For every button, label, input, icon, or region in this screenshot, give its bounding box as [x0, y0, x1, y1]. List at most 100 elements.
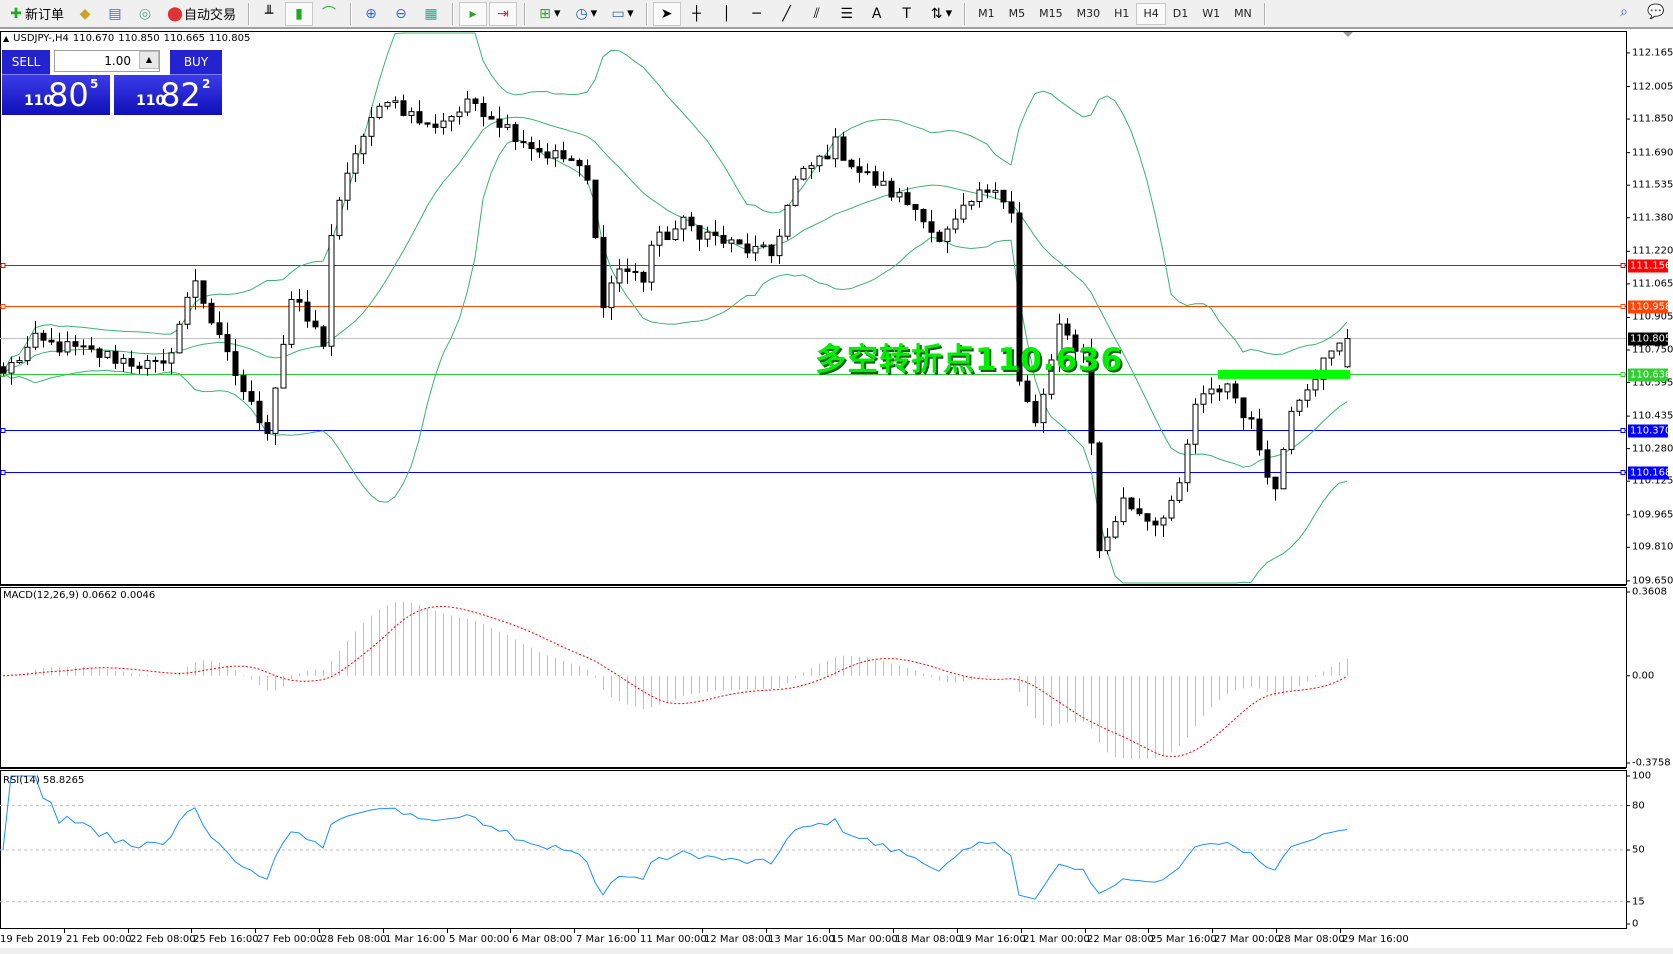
- candle[interactable]: [1000, 189, 1007, 210]
- candle[interactable]: [1344, 328, 1351, 368]
- candle[interactable]: [568, 155, 575, 162]
- candle[interactable]: [224, 322, 231, 361]
- candle[interactable]: [120, 353, 127, 373]
- candle[interactable]: [392, 96, 399, 109]
- candle[interactable]: [1008, 190, 1015, 223]
- candle[interactable]: [888, 177, 895, 201]
- candle[interactable]: [336, 196, 343, 240]
- timeframe-h4[interactable]: H4: [1136, 2, 1166, 25]
- candle[interactable]: [264, 414, 271, 441]
- candle[interactable]: [232, 339, 239, 386]
- candle[interactable]: [608, 275, 615, 320]
- candle[interactable]: [168, 347, 175, 375]
- candle[interactable]: [528, 136, 535, 161]
- line-chart-button[interactable]: ⌒: [315, 2, 343, 26]
- candle[interactable]: [768, 244, 775, 264]
- candle[interactable]: [1040, 388, 1047, 433]
- candle[interactable]: [1112, 515, 1119, 539]
- lot-increase-button[interactable]: ▲: [139, 51, 159, 69]
- candle[interactable]: [584, 159, 591, 185]
- candle[interactable]: [72, 335, 79, 356]
- auto-scroll-button[interactable]: ▸: [459, 1, 488, 26]
- chat-icon[interactable]: 💬: [1647, 4, 1665, 20]
- bar-chart-button[interactable]: ╨: [255, 2, 283, 26]
- candle[interactable]: [928, 209, 935, 243]
- candle[interactable]: [88, 337, 95, 353]
- candle[interactable]: [144, 354, 151, 376]
- candle[interactable]: [552, 144, 559, 167]
- text-button[interactable]: A: [863, 2, 891, 26]
- candle[interactable]: [904, 187, 911, 206]
- indicators-button[interactable]: ⊞ ▾: [531, 2, 566, 26]
- candle[interactable]: [592, 179, 599, 239]
- candle[interactable]: [992, 182, 999, 200]
- candle[interactable]: [664, 226, 671, 241]
- candle[interactable]: [920, 208, 927, 229]
- candle[interactable]: [176, 320, 183, 354]
- candle[interactable]: [616, 258, 623, 293]
- candle[interactable]: [1160, 515, 1167, 538]
- trendline-button[interactable]: ╱: [773, 2, 801, 26]
- candle[interactable]: [496, 106, 503, 138]
- sell-price[interactable]: 110 80 5: [2, 75, 110, 115]
- candle[interactable]: [192, 269, 199, 310]
- candle[interactable]: [560, 141, 567, 163]
- candle[interactable]: [384, 101, 391, 110]
- candle[interactable]: [304, 290, 311, 328]
- zoom-out-button[interactable]: ⊖: [387, 2, 415, 26]
- signals-button[interactable]: ◎: [131, 2, 159, 26]
- candle[interactable]: [864, 163, 871, 176]
- pivot-marker-bar[interactable]: [1218, 369, 1350, 379]
- collapse-triangle-icon[interactable]: ▲: [3, 34, 10, 43]
- candle[interactable]: [952, 209, 959, 234]
- chart-shift-marker[interactable]: [1343, 32, 1353, 37]
- line-anchor[interactable]: [0, 428, 6, 433]
- candle[interactable]: [944, 226, 951, 254]
- candle[interactable]: [968, 200, 975, 210]
- candle[interactable]: [1240, 397, 1247, 430]
- candle[interactable]: [800, 166, 807, 181]
- candle[interactable]: [1056, 313, 1063, 373]
- candle[interactable]: [728, 237, 735, 253]
- market-watch-button[interactable]: ◆: [71, 2, 99, 26]
- candle[interactable]: [816, 154, 823, 172]
- candle[interactable]: [480, 96, 487, 127]
- candle[interactable]: [216, 311, 223, 339]
- new-order-button[interactable]: ✚ 新订单: [2, 2, 69, 26]
- candle[interactable]: [1328, 350, 1335, 366]
- tile-windows-button[interactable]: ▦: [417, 2, 445, 26]
- timeframe-d1[interactable]: D1: [1172, 6, 1189, 20]
- line-anchor[interactable]: [1620, 372, 1626, 377]
- candle[interactable]: [32, 320, 39, 351]
- candle[interactable]: [1224, 382, 1231, 400]
- candle[interactable]: [840, 131, 847, 161]
- candle[interactable]: [672, 220, 679, 242]
- line-anchor[interactable]: [1620, 428, 1626, 433]
- crosshair-button[interactable]: ┼: [683, 2, 711, 26]
- candle[interactable]: [752, 235, 759, 262]
- candle[interactable]: [736, 239, 743, 245]
- timeframe-mn[interactable]: MN: [1234, 6, 1252, 20]
- timeframe-m30[interactable]: M30: [1076, 6, 1101, 20]
- candle[interactable]: [1064, 317, 1071, 340]
- candle[interactable]: [440, 113, 447, 135]
- periods-button[interactable]: ◷ ▾: [568, 2, 603, 26]
- candle[interactable]: [488, 111, 495, 120]
- candle[interactable]: [240, 369, 247, 401]
- candle[interactable]: [424, 122, 431, 128]
- buy-price[interactable]: 110 82 2: [114, 75, 222, 115]
- candle[interactable]: [744, 233, 751, 259]
- candle[interactable]: [776, 229, 783, 264]
- candle[interactable]: [680, 215, 687, 242]
- candle[interactable]: [656, 225, 663, 257]
- candle[interactable]: [368, 107, 375, 146]
- candle[interactable]: [1176, 477, 1183, 504]
- timeframe-m15[interactable]: M15: [1039, 6, 1063, 20]
- candle[interactable]: [1072, 329, 1079, 362]
- candle[interactable]: [24, 336, 31, 366]
- candle[interactable]: [1016, 202, 1023, 386]
- timeframe-m1[interactable]: M1: [978, 6, 995, 20]
- candle[interactable]: [936, 229, 943, 243]
- candle[interactable]: [720, 225, 727, 249]
- horizontal-line-button[interactable]: ─: [743, 2, 771, 26]
